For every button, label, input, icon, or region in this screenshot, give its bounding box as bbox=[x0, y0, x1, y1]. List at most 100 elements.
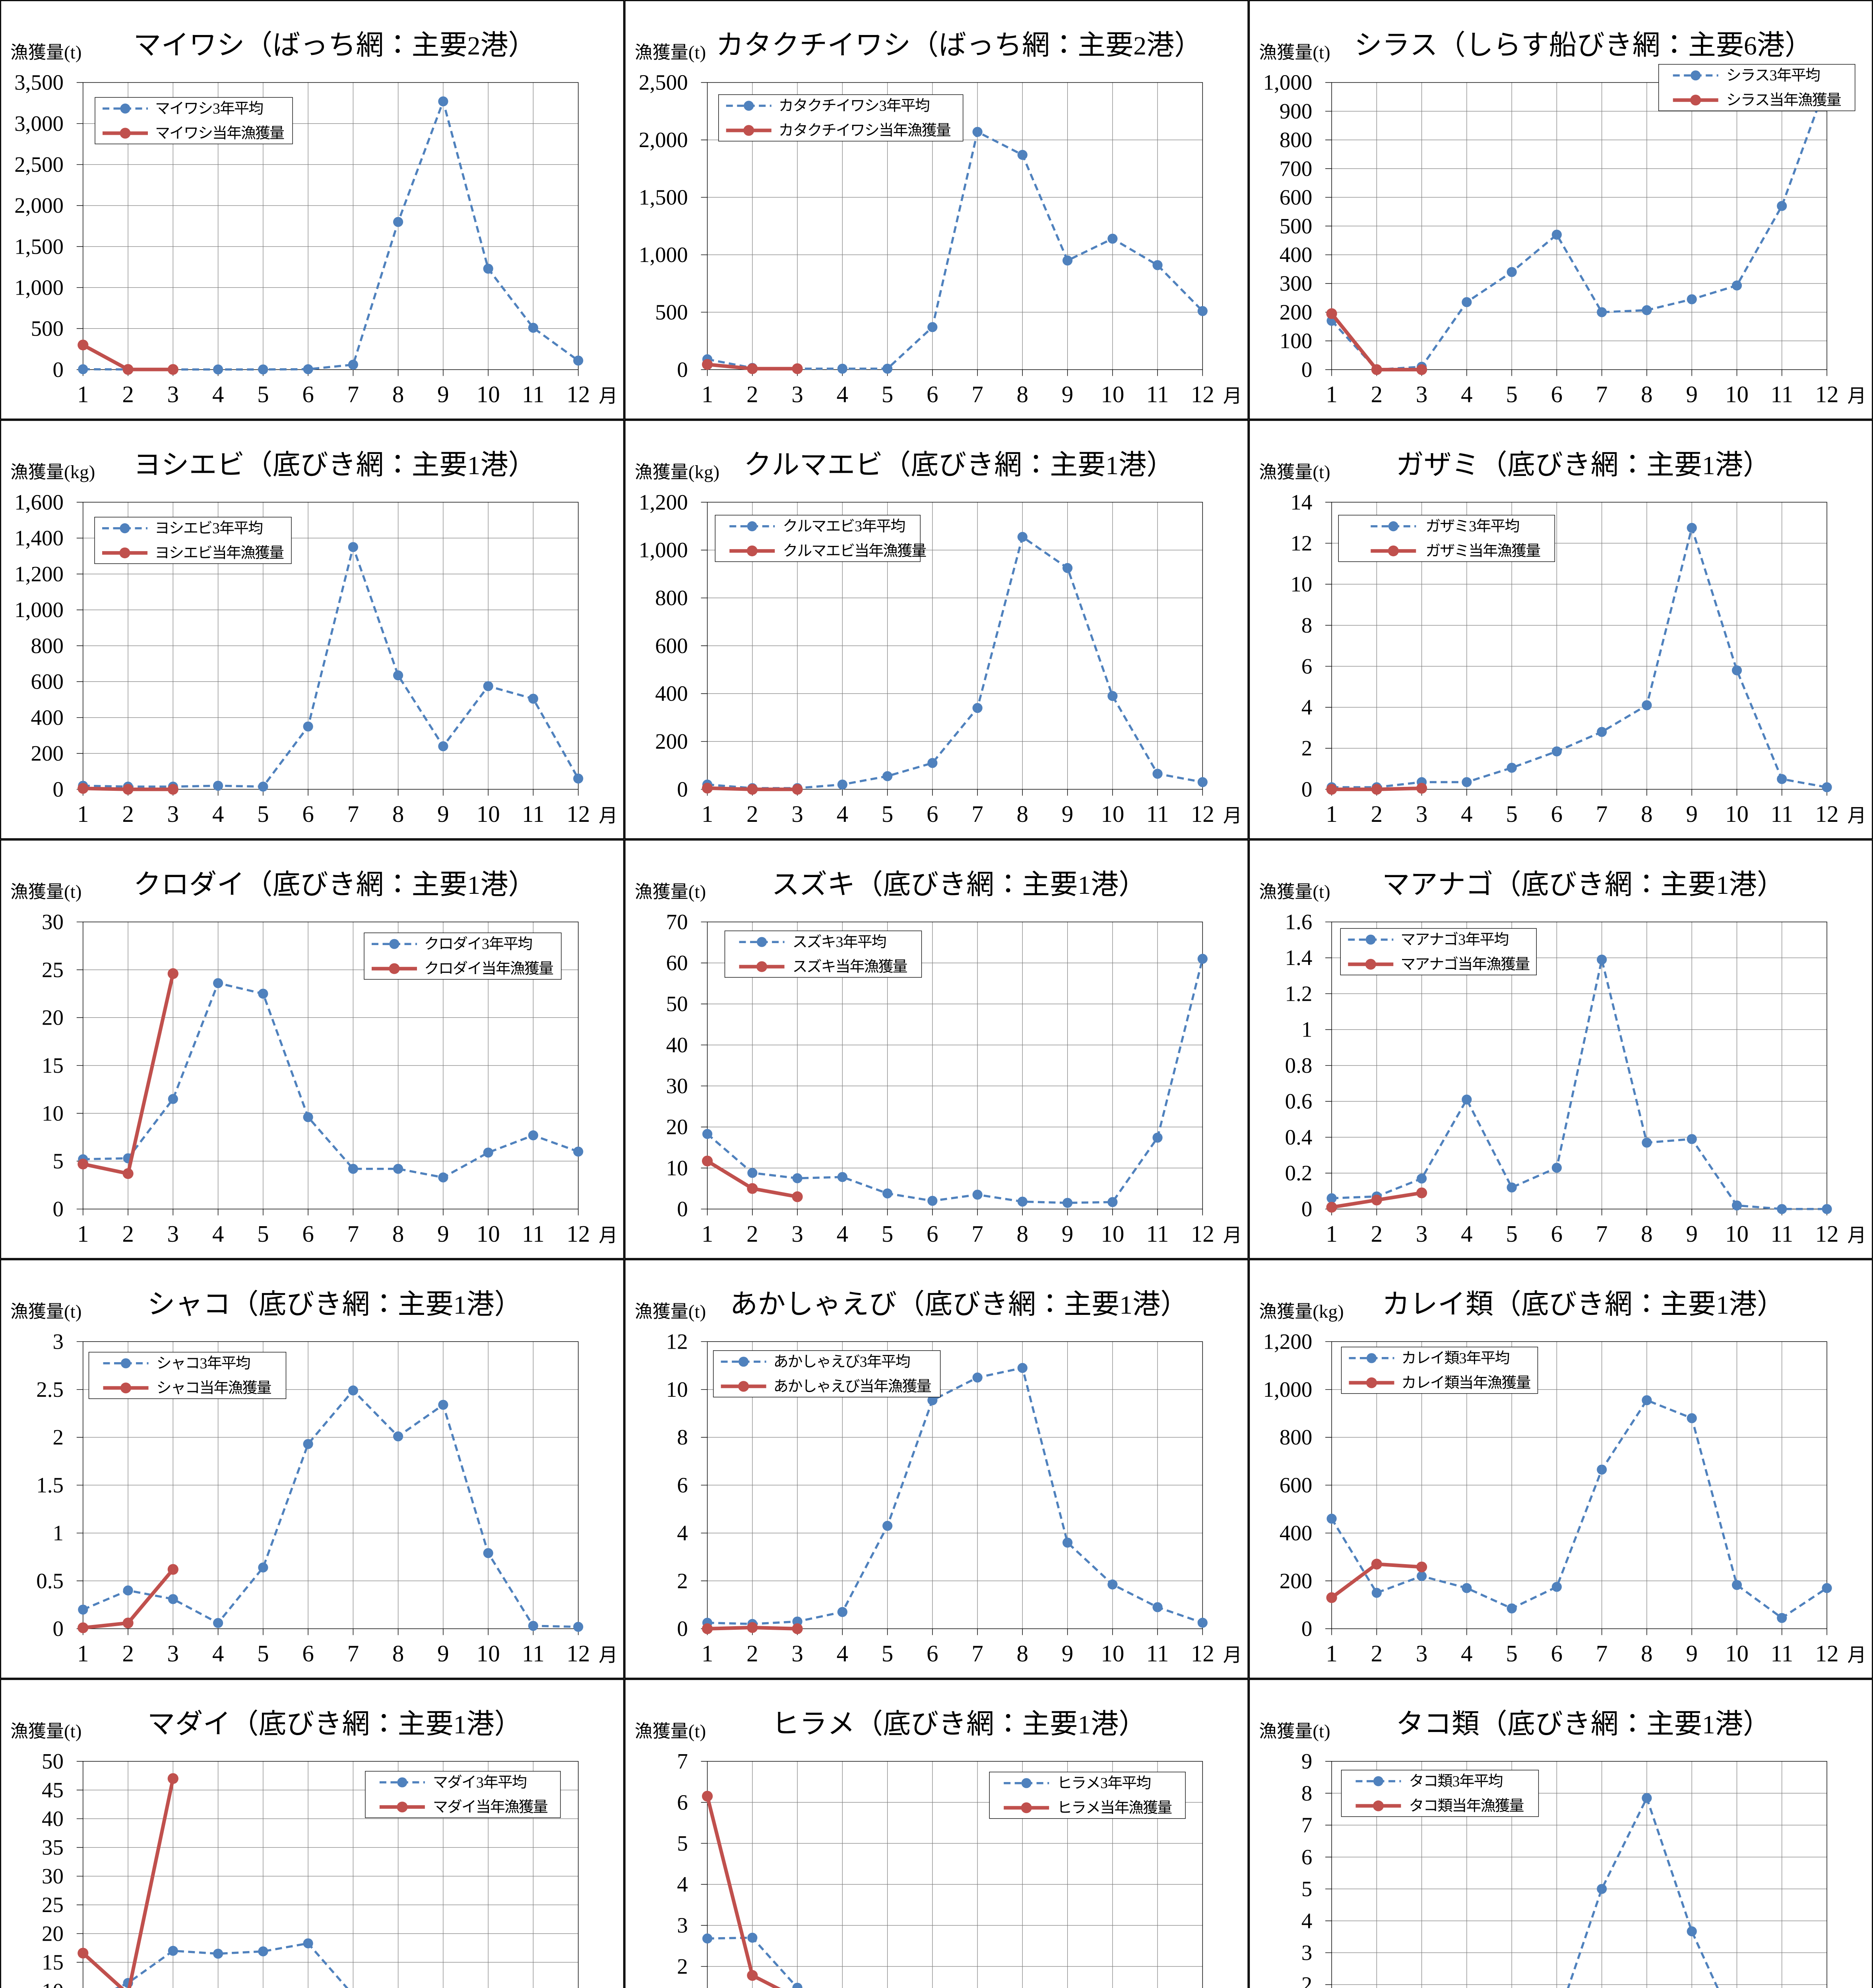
svg-text:7: 7 bbox=[347, 1221, 359, 1247]
svg-text:5: 5 bbox=[53, 1149, 64, 1173]
svg-text:7: 7 bbox=[347, 381, 359, 408]
svg-text:3: 3 bbox=[1416, 1221, 1428, 1247]
svg-text:800: 800 bbox=[31, 633, 64, 658]
svg-text:3: 3 bbox=[1458, 932, 1466, 948]
svg-text:3: 3 bbox=[200, 1355, 207, 1372]
svg-text:600: 600 bbox=[655, 633, 688, 658]
svg-text:1: 1 bbox=[1078, 871, 1091, 900]
svg-text:1: 1 bbox=[702, 801, 714, 827]
svg-text:10: 10 bbox=[477, 381, 500, 408]
svg-text:6: 6 bbox=[927, 801, 938, 827]
svg-text:4: 4 bbox=[837, 381, 849, 408]
svg-text:1,000: 1,000 bbox=[639, 243, 688, 267]
svg-text:2: 2 bbox=[1371, 381, 1383, 408]
svg-text:0.4: 0.4 bbox=[1285, 1125, 1313, 1149]
svg-text:200: 200 bbox=[1280, 300, 1313, 324]
svg-text:25: 25 bbox=[42, 1893, 64, 1917]
svg-text:3: 3 bbox=[213, 101, 220, 117]
svg-text:400: 400 bbox=[1280, 243, 1313, 267]
svg-text:6: 6 bbox=[927, 1221, 938, 1247]
svg-text:1,200: 1,200 bbox=[1263, 1330, 1313, 1354]
svg-text:1,500: 1,500 bbox=[14, 234, 64, 258]
svg-text:4: 4 bbox=[212, 1221, 224, 1247]
svg-text:10: 10 bbox=[666, 1156, 688, 1180]
svg-text:10: 10 bbox=[1101, 1221, 1124, 1247]
svg-text:9: 9 bbox=[1062, 1640, 1074, 1666]
svg-text:10: 10 bbox=[1290, 572, 1312, 596]
svg-text:12: 12 bbox=[1191, 801, 1214, 827]
svg-text:2: 2 bbox=[746, 381, 758, 408]
svg-text:9: 9 bbox=[1686, 801, 1698, 827]
svg-text:5: 5 bbox=[882, 381, 894, 408]
svg-text:1: 1 bbox=[702, 381, 714, 408]
svg-text:0.8: 0.8 bbox=[1285, 1053, 1313, 1077]
svg-text:0: 0 bbox=[677, 357, 688, 382]
svg-text:3: 3 bbox=[1416, 1640, 1428, 1666]
svg-text:5: 5 bbox=[882, 1640, 894, 1666]
svg-text:1: 1 bbox=[1702, 1710, 1715, 1739]
svg-text:70: 70 bbox=[666, 910, 688, 934]
svg-text:10: 10 bbox=[477, 1640, 500, 1666]
svg-text:10: 10 bbox=[477, 801, 500, 827]
svg-text:3: 3 bbox=[167, 1640, 179, 1666]
svg-text:(t): (t) bbox=[1313, 462, 1330, 483]
svg-text:10: 10 bbox=[1725, 1221, 1749, 1247]
svg-text:6: 6 bbox=[302, 801, 314, 827]
svg-text:11: 11 bbox=[522, 801, 545, 827]
svg-text:8: 8 bbox=[392, 381, 404, 408]
svg-text:3: 3 bbox=[476, 1774, 484, 1791]
svg-text:11: 11 bbox=[522, 1221, 545, 1247]
svg-text:3: 3 bbox=[1301, 1941, 1313, 1965]
svg-text:12: 12 bbox=[566, 1221, 590, 1247]
svg-text:12: 12 bbox=[1815, 1640, 1839, 1666]
svg-text:3: 3 bbox=[212, 520, 220, 537]
svg-text:0: 0 bbox=[1301, 357, 1313, 382]
svg-text:4: 4 bbox=[212, 381, 224, 408]
svg-text:0: 0 bbox=[1301, 1197, 1313, 1221]
svg-text:0: 0 bbox=[53, 357, 64, 382]
svg-text:30: 30 bbox=[42, 1864, 64, 1888]
svg-text:3: 3 bbox=[167, 801, 179, 827]
svg-text:2: 2 bbox=[1371, 801, 1383, 827]
svg-text:1,600: 1,600 bbox=[14, 490, 64, 514]
svg-text:1,200: 1,200 bbox=[639, 490, 688, 514]
svg-text:2: 2 bbox=[1371, 1221, 1383, 1247]
svg-text:7: 7 bbox=[1301, 1813, 1313, 1837]
svg-text:1: 1 bbox=[1702, 451, 1715, 480]
svg-text:0: 0 bbox=[677, 1197, 688, 1221]
svg-text:12: 12 bbox=[566, 801, 590, 827]
svg-text:11: 11 bbox=[522, 381, 545, 408]
svg-text:50: 50 bbox=[666, 992, 688, 1016]
svg-text:5: 5 bbox=[882, 1221, 894, 1247]
svg-text:(kg): (kg) bbox=[1313, 1301, 1344, 1322]
svg-text:8: 8 bbox=[1641, 1221, 1653, 1247]
svg-text:1.2: 1.2 bbox=[1285, 981, 1313, 1006]
svg-text:700: 700 bbox=[1280, 156, 1313, 181]
svg-text:25: 25 bbox=[42, 957, 64, 982]
svg-text:6: 6 bbox=[927, 1640, 938, 1666]
svg-text:1,000: 1,000 bbox=[639, 538, 688, 562]
svg-text:1.5: 1.5 bbox=[36, 1473, 64, 1497]
svg-text:1: 1 bbox=[1716, 1291, 1729, 1320]
svg-text:8: 8 bbox=[1641, 381, 1653, 408]
svg-text:5: 5 bbox=[1506, 1640, 1518, 1666]
svg-text:1,000: 1,000 bbox=[1263, 70, 1313, 95]
svg-text:0.5: 0.5 bbox=[36, 1569, 64, 1593]
svg-text:6: 6 bbox=[1551, 801, 1563, 827]
svg-text:6: 6 bbox=[677, 1790, 688, 1814]
svg-text:8: 8 bbox=[1641, 1640, 1653, 1666]
svg-text:2,500: 2,500 bbox=[14, 152, 64, 177]
svg-text:5: 5 bbox=[677, 1831, 688, 1855]
svg-text:6: 6 bbox=[1551, 1221, 1563, 1247]
svg-text:2: 2 bbox=[746, 1221, 758, 1247]
svg-text:3: 3 bbox=[879, 98, 887, 115]
svg-text:1: 1 bbox=[1326, 381, 1338, 408]
svg-text:11: 11 bbox=[1770, 801, 1793, 827]
svg-text:(kg): (kg) bbox=[688, 462, 719, 483]
svg-text:2: 2 bbox=[122, 1221, 134, 1247]
svg-text:(t): (t) bbox=[64, 1721, 81, 1741]
svg-text:5: 5 bbox=[257, 801, 269, 827]
svg-text:7: 7 bbox=[1596, 1640, 1608, 1666]
svg-text:4: 4 bbox=[1301, 695, 1313, 719]
svg-text:200: 200 bbox=[655, 729, 688, 753]
